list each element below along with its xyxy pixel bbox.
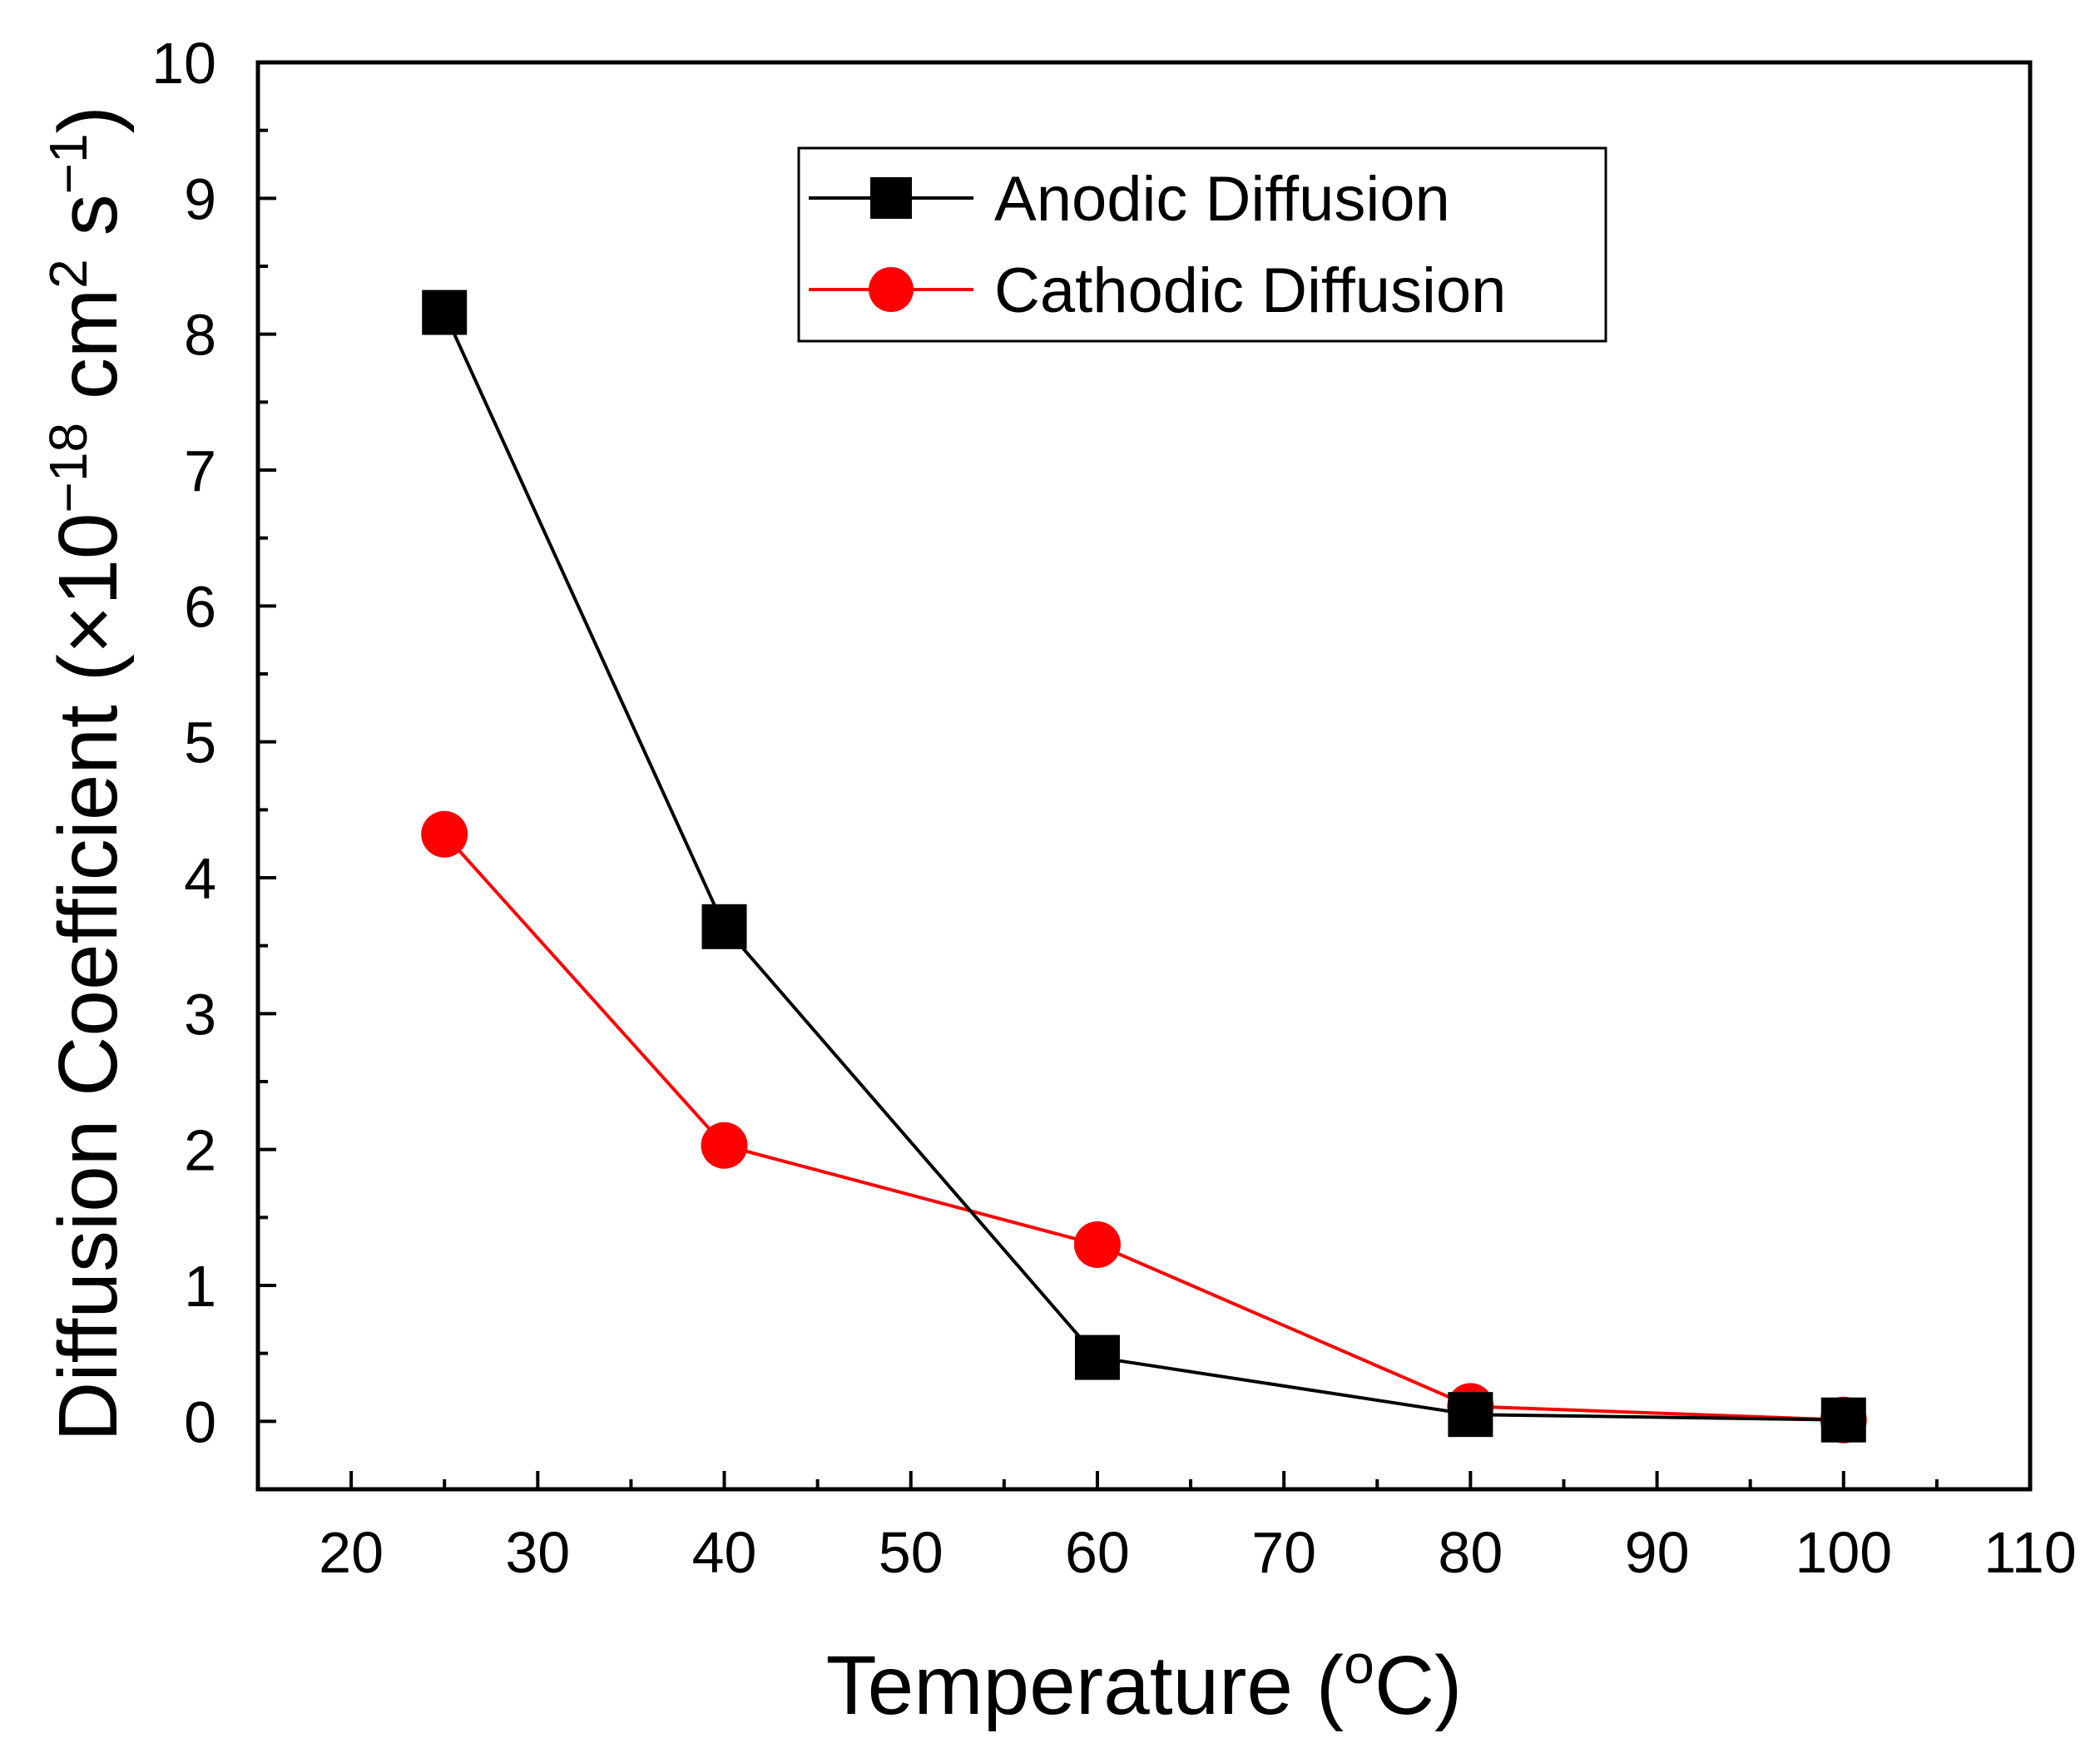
legend-marker-anodic: [870, 177, 912, 219]
y-tick-label: 1: [184, 1254, 216, 1319]
anodic-diffusion-point: [701, 904, 747, 949]
anodic-diffusion-line: [443, 311, 1844, 1422]
x-tick-label: 70: [1251, 1520, 1316, 1585]
cathodic-diffusion-point: [701, 1122, 748, 1169]
x-tick-label: 20: [319, 1520, 384, 1585]
y-tick-label: 2: [184, 1118, 216, 1183]
y-tick-label: 4: [184, 846, 216, 911]
cathodic-diffusion-point: [421, 810, 468, 858]
cathodic-diffusion-point: [1073, 1221, 1121, 1268]
y-tick-label: 9: [184, 166, 216, 231]
y-tick-label: 3: [184, 982, 216, 1047]
anodic-diffusion-point: [1820, 1397, 1866, 1443]
axis-ticks: 20 30 40 50 60 70 80 90 100 110 0 1 2 3 4 5 6 7 8 9 10: [151, 31, 2077, 1585]
legend: Anodic Diffusion Cathodic Diffusion: [797, 146, 1607, 343]
series-layer: [421, 290, 1867, 1443]
legend-box: [797, 146, 1607, 343]
x-tick-label: 40: [692, 1520, 757, 1585]
y-tick-label: 8: [184, 303, 216, 368]
x-axis-title: Temperature (oC): [826, 1633, 1463, 1732]
x-tick-label: 100: [1795, 1520, 1892, 1585]
anodic-diffusion-point: [1448, 1392, 1493, 1438]
x-tick-label: 80: [1438, 1520, 1503, 1585]
x-tick-label: 110: [1984, 1520, 2077, 1585]
x-tick-label: 50: [879, 1520, 944, 1585]
x-tick-label: 60: [1065, 1520, 1130, 1585]
y-axis-title: Diffusion Coefficient (×10−18 cm2 s−1): [38, 106, 135, 1442]
legend-label-cathodic: Cathodic Diffusion: [994, 255, 1506, 326]
legend-marker-cathodic: [869, 267, 914, 312]
y-tick-label: 0: [184, 1389, 216, 1454]
anodic-diffusion-point: [1074, 1335, 1120, 1380]
y-tick-label: 5: [184, 711, 216, 775]
y-tick-label: 7: [184, 438, 216, 503]
y-tick-label: 10: [151, 31, 216, 96]
x-tick-label: 90: [1625, 1520, 1690, 1585]
x-tick-label: 30: [505, 1520, 570, 1585]
anodic-diffusion-point: [422, 290, 468, 335]
y-tick-label: 6: [184, 574, 216, 639]
legend-label-anodic: Anodic Diffusion: [994, 164, 1450, 235]
cathodic-diffusion-line: [443, 833, 1844, 1422]
plot-frame: [255, 60, 2033, 1492]
